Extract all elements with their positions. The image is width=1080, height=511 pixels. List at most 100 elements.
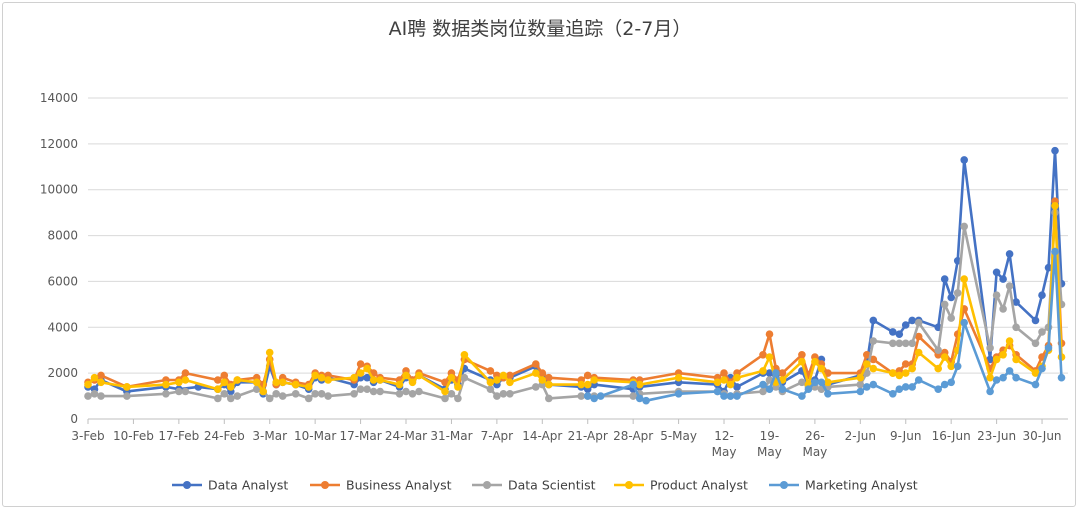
data-point	[940, 300, 949, 309]
y-tick-label: 8000	[47, 229, 78, 243]
legend-swatch-marker	[483, 481, 491, 489]
data-point	[369, 376, 378, 384]
data-point	[720, 392, 728, 400]
x-tick-label: 3-Feb	[71, 429, 104, 443]
data-point	[934, 346, 942, 355]
legend-item[interactable]: Marketing Analyst	[769, 478, 918, 493]
data-point	[233, 376, 242, 384]
data-point	[889, 339, 897, 348]
data-point	[545, 394, 553, 403]
data-point	[798, 351, 806, 359]
series-data-analyst	[84, 146, 1066, 398]
data-point	[999, 351, 1007, 359]
data-point	[447, 390, 456, 398]
data-point	[278, 392, 287, 400]
data-point	[324, 376, 332, 384]
x-tick-label: 16-Jun	[932, 429, 971, 443]
data-point	[220, 390, 229, 398]
x-tick-label: 21-Apr	[568, 429, 608, 443]
data-point	[863, 369, 871, 377]
x-tick-label: 28-Apr	[613, 429, 653, 443]
data-point	[999, 305, 1007, 313]
data-point	[441, 378, 449, 387]
data-point	[596, 392, 605, 400]
data-point	[278, 378, 287, 387]
data-point	[506, 378, 514, 387]
data-point	[901, 339, 910, 348]
data-point	[291, 390, 300, 398]
data-point	[869, 380, 878, 389]
x-tick-label: 24-Feb	[204, 429, 245, 443]
x-tick-label: 14-Apr	[522, 429, 562, 443]
data-point	[635, 380, 644, 389]
data-point	[856, 380, 865, 389]
data-point	[629, 392, 637, 400]
data-point	[960, 156, 968, 164]
data-point	[408, 378, 417, 387]
data-point	[84, 392, 92, 400]
data-point	[175, 378, 183, 387]
data-point	[765, 385, 774, 394]
data-point	[441, 394, 449, 403]
y-axis: 0 2000 4000 6000 8000 10000 12000 14000	[40, 91, 78, 426]
data-point	[895, 339, 904, 348]
data-point	[363, 385, 371, 394]
x-tick-label: 23-Jun	[977, 429, 1016, 443]
data-point	[350, 373, 358, 382]
data-point	[720, 369, 728, 377]
x-tick-label: 24-Mar	[385, 429, 427, 443]
data-point	[986, 373, 994, 382]
data-point	[1051, 146, 1059, 155]
data-point	[1005, 367, 1014, 375]
data-point	[402, 371, 410, 380]
data-point	[999, 275, 1007, 283]
data-point	[1051, 202, 1059, 210]
data-point	[311, 371, 320, 380]
data-point	[824, 378, 832, 387]
data-point	[499, 390, 508, 398]
data-point	[363, 364, 371, 373]
data-point	[1005, 337, 1014, 345]
y-tick-label: 4000	[47, 320, 78, 334]
data-point	[934, 385, 942, 394]
series-marketing-analyst	[583, 247, 1066, 405]
data-point	[545, 373, 553, 382]
data-point	[960, 275, 968, 283]
legend-item[interactable]: Product Analyst	[614, 478, 748, 493]
data-point	[817, 378, 826, 387]
y-tick-label: 6000	[47, 274, 78, 288]
data-point	[162, 380, 170, 389]
data-point	[181, 369, 190, 377]
data-point	[765, 369, 774, 377]
data-point	[447, 373, 456, 382]
data-point	[856, 373, 865, 382]
data-point	[252, 378, 261, 387]
data-point	[629, 380, 637, 389]
data-point	[733, 373, 741, 382]
data-point	[895, 371, 904, 380]
data-point	[804, 385, 813, 394]
legend-item[interactable]: Data Analyst	[172, 478, 288, 493]
data-point	[798, 357, 806, 366]
data-point	[811, 357, 819, 366]
data-point	[1012, 373, 1020, 382]
data-point	[1031, 339, 1040, 348]
legend-item[interactable]: Data Scientist	[472, 478, 596, 493]
x-tick-label: 5-May	[660, 429, 697, 443]
data-point	[506, 371, 514, 380]
data-point	[824, 390, 832, 398]
x-tick-label: 17-Mar	[339, 429, 381, 443]
data-point	[869, 364, 878, 373]
data-point	[863, 383, 871, 391]
data-point	[181, 387, 190, 396]
legend-item[interactable]: Business Analyst	[310, 478, 452, 493]
data-point	[317, 373, 326, 382]
legend-swatch-marker	[183, 481, 191, 489]
data-point	[986, 387, 994, 396]
data-point	[162, 390, 170, 398]
data-point	[901, 369, 910, 377]
data-point	[499, 371, 508, 380]
data-point	[1031, 316, 1040, 325]
data-point	[908, 364, 916, 373]
